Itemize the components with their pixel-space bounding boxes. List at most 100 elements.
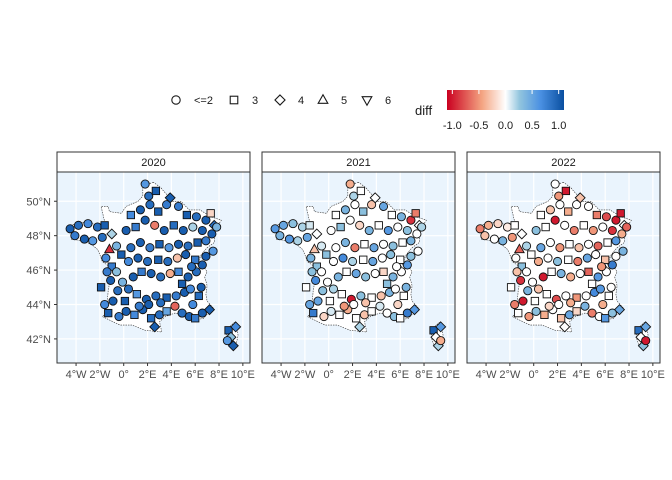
station-point [364,225,374,236]
shape-legend-label: 5 [341,95,347,107]
station-point [592,210,601,220]
shape-legend-key-triangle-down [361,96,373,107]
station-point [347,256,358,267]
x-axis-tick-label: 2°W [499,369,521,381]
station-point [350,200,360,210]
station-point [552,256,563,267]
station-point [516,228,528,240]
station-point [197,225,207,236]
station-point [382,308,392,318]
station-point [104,308,113,318]
station-point [545,205,555,215]
station-point [580,301,590,311]
station-point [103,243,115,254]
station-point [338,253,348,263]
station-point [230,321,242,333]
x-axis-tick-label: 0° [528,369,539,381]
station-point [173,239,184,249]
station-point [100,221,109,230]
station-point [188,299,198,310]
station-point [206,209,215,218]
station-point [640,321,652,333]
station-point [128,272,138,282]
station-point [328,256,339,267]
station-point [312,262,321,271]
station-point [387,210,396,220]
x-axis-tick-label: 8°E [620,369,638,381]
station-point [162,293,171,302]
station-point [406,251,416,261]
facet-panel-2020: 2020 4°W 2°W 0° 2°E 4°E 6°E 8°E 10°E [56,151,255,381]
station-point [140,215,150,225]
panel-border [466,171,661,364]
station-point [339,301,349,311]
station-point [550,215,560,225]
station-point [368,256,378,267]
station-point [308,243,320,254]
station-point [140,179,150,189]
station-point [146,314,156,323]
station-point [165,268,175,279]
station-point [530,296,540,306]
station-point [333,272,343,282]
station-point [121,225,131,236]
station-point [278,220,288,230]
station-point [547,267,556,276]
facet-strip-label: 2021 [346,157,370,169]
station-point [611,251,621,261]
station-point [392,262,402,272]
station-point [429,326,438,335]
station-point [369,243,379,253]
station-point [604,291,613,301]
station-point [607,260,617,270]
station-point [203,304,216,316]
station-point [388,241,398,251]
x-axis-tick-label: 2°W [294,369,316,381]
station-point [337,290,346,299]
station-point [173,201,184,211]
station-point [88,236,98,246]
station-point [191,212,201,222]
station-point [201,236,211,246]
station-point [288,219,298,229]
station-point [483,220,493,230]
station-point [293,236,303,246]
station-point [73,220,83,230]
station-point [345,179,355,189]
facet-strip-label: 2020 [141,157,165,169]
station-point [311,228,323,240]
station-point [555,200,565,210]
station-point [611,215,621,225]
station-point [156,298,166,308]
station-point [163,256,173,267]
station-point [554,299,564,310]
station-point [533,256,544,267]
station-point [597,262,607,272]
station-point [359,207,368,216]
station-point [135,237,145,248]
station-point [572,293,581,302]
station-point [607,225,617,236]
station-point [355,220,365,230]
station-point [583,239,594,249]
x-axis-tick-label: 4°W [271,369,293,381]
station-point [317,241,327,251]
station-point [527,277,538,287]
station-point [133,253,143,263]
station-point [351,314,361,323]
station-point [317,267,327,277]
station-point [402,225,412,236]
facet-strip-label: 2022 [551,157,575,169]
station-point [378,201,389,211]
station-point [182,210,191,220]
station-point [390,284,400,294]
station-point [207,229,217,239]
color-legend-title: diff [415,103,432,118]
station-point [369,192,381,204]
station-point [406,236,416,246]
x-axis-tick-label: 2°W [89,369,111,381]
station-point [574,192,586,204]
station-point [356,291,366,301]
station-point [361,272,371,282]
